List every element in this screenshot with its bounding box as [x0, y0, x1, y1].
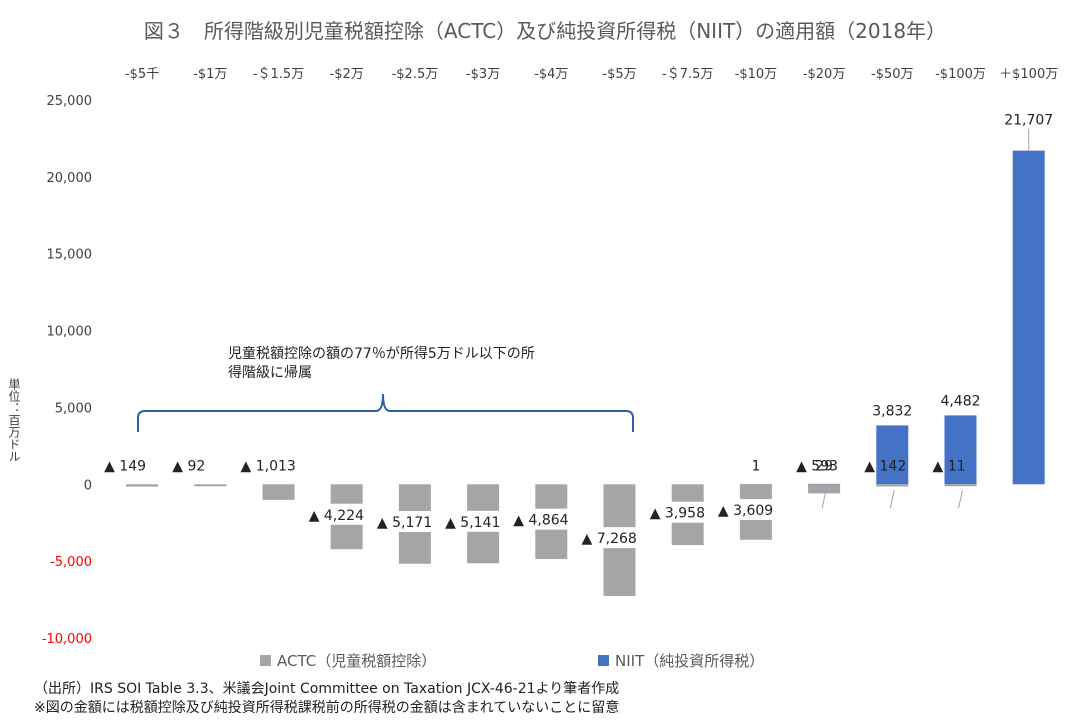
- category-label: -＄7.5万: [662, 67, 713, 82]
- legend-label-niit: NIIT（純投資所得税）: [615, 652, 764, 670]
- actc-bar: [944, 484, 977, 487]
- category-label: -$10万: [735, 67, 778, 82]
- label-backdrop: [670, 501, 705, 523]
- y-tick-label: 25,000: [47, 94, 93, 109]
- niit-bar: [944, 415, 977, 485]
- label-backdrop: [602, 527, 637, 549]
- y-tick-label: -10,000: [42, 632, 92, 647]
- legend-label-actc: ACTC（児童税額控除）: [277, 652, 436, 670]
- label-backdrop: [738, 499, 773, 521]
- actc-value-label: ▲ 3,958: [650, 506, 705, 522]
- actc-bar: [126, 484, 159, 487]
- bars: [126, 150, 1045, 597]
- niit-value-label: 3,832: [872, 403, 912, 419]
- disclaimer-note: ※図の金額には税額控除及び純投資所得税課税前の所得税の金額は含まれていないことに…: [34, 700, 620, 716]
- niit-bar: [876, 425, 909, 485]
- actc-value-label: ▲ 5,171: [377, 515, 432, 531]
- actc-value-label: ▲ 4,864: [513, 513, 568, 529]
- actc-value-label: ▲ 3,609: [718, 503, 773, 519]
- source-note: （出所）IRS SOI Table 3.3、米議会Joint Committee…: [34, 681, 620, 697]
- category-label: -$100万: [935, 67, 986, 82]
- y-tick-label: 0: [84, 478, 92, 493]
- leader-line: [958, 490, 963, 509]
- actc-value-label: ▲ 4,224: [309, 508, 364, 524]
- niit-value-label: 29: [815, 458, 833, 474]
- y-tick-label: -5,000: [50, 555, 92, 570]
- label-backdrop: [397, 511, 432, 533]
- category-label: -＄1.5万: [253, 67, 304, 82]
- label-backdrop: [329, 503, 364, 525]
- actc-value-label: ▲ 149: [104, 458, 146, 474]
- actc-value-label: ▲ 1,013: [241, 458, 296, 474]
- annotation-line-1: 児童税額控除の額の77％が所得5万ドル以下の所: [228, 345, 535, 362]
- data-labels: ▲ 149 ▲ 92 ▲ 1,013 ▲ 4,224 ▲ 5,171 ▲ 5,141 ▲ 4…: [104, 113, 1053, 548]
- annotation: 児童税額控除の額の77％が所得5万ドル以下の所 得階級に帰属: [137, 345, 634, 432]
- category-labels: -$5千 -$1万 -＄1.5万 -$2万 -$2.5万 -$3万 -$4万 -$5万 -＄7.…: [125, 67, 1058, 82]
- niit-value-label: 4,482: [940, 393, 980, 409]
- category-label: -$1万: [193, 67, 227, 82]
- category-label: -$2万: [330, 67, 364, 82]
- category-label: -$5千: [125, 67, 159, 82]
- category-label: -$3万: [466, 67, 500, 82]
- chart-title: 図３ 所得階級別児童税額控除（ACTC）及び純投資所得税（NIIT）の適用額（2…: [144, 19, 946, 43]
- actc-bar: [876, 484, 909, 487]
- category-label: -$2.5万: [392, 67, 439, 82]
- niit-bar: [808, 483, 841, 485]
- label-backdrop: [466, 510, 501, 532]
- category-label: -$4万: [534, 67, 568, 82]
- category-label: -$5万: [602, 67, 636, 82]
- actc-bar: [194, 484, 227, 487]
- category-label: -$20万: [803, 67, 846, 82]
- label-backdrop: [534, 508, 569, 530]
- actc-bar: [808, 484, 841, 494]
- legend: ACTC（児童税額控除） NIIT（純投資所得税）: [260, 652, 764, 670]
- y-tick-label: 15,000: [47, 248, 93, 263]
- leader-line: [821, 490, 827, 509]
- legend-swatch-actc: [260, 655, 271, 666]
- category-label: -$50万: [871, 67, 914, 82]
- actc-value-label: ▲ 142: [864, 458, 906, 474]
- legend-swatch-niit: [598, 655, 609, 666]
- actc-value-label: ▲ 92: [172, 458, 205, 474]
- actc-value-label: ▲ 5,141: [445, 515, 500, 531]
- y-axis-label: 単位：百万ドル: [7, 378, 21, 462]
- niit-bar: [1012, 150, 1045, 485]
- actc-value-label: ▲ 593: [796, 458, 838, 474]
- niit-value-label: 1: [751, 458, 760, 474]
- leader-line: [889, 490, 895, 509]
- annotation-bracket: [137, 393, 634, 432]
- actc-value-label: ▲ 11: [933, 458, 966, 474]
- niit-value-label: 21,707: [1004, 113, 1053, 129]
- y-tick-label: 5,000: [55, 401, 92, 416]
- annotation-line-2: 得階級に帰属: [228, 364, 312, 381]
- category-label: ＋$100万: [999, 67, 1058, 82]
- y-tick-label: 10,000: [47, 325, 93, 340]
- y-tick-label: 20,000: [47, 171, 93, 186]
- actc-value-label: ▲ 7,268: [582, 531, 637, 547]
- y-axis: 25,000 20,000 15,000 10,000 5,000 0 -5,000 -10,…: [42, 94, 92, 647]
- actc-bar: [262, 484, 295, 500]
